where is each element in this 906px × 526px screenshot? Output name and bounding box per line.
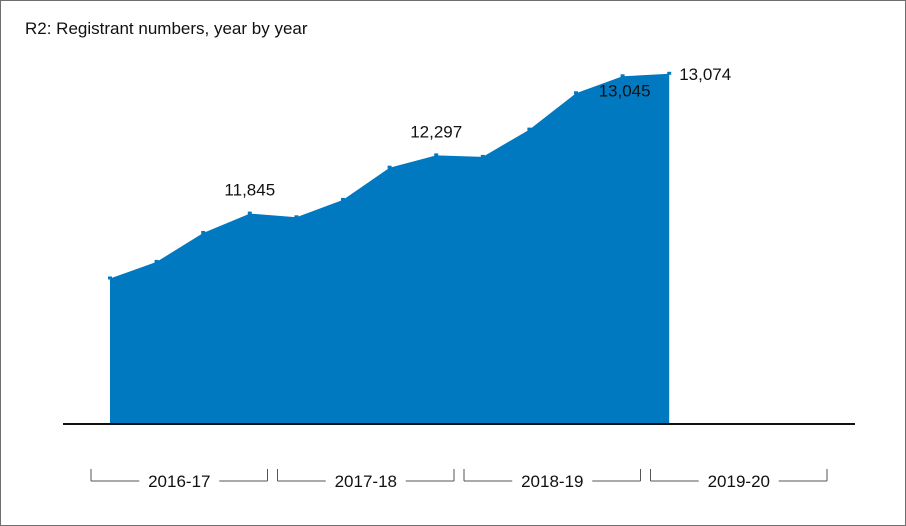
data-point-4: [294, 215, 299, 219]
data-point-10: [574, 91, 578, 95]
x-group-label: 2017-18: [335, 472, 397, 491]
x-group-label: 2016-17: [148, 472, 210, 491]
data-label: 13,045: [599, 81, 651, 100]
data-point-11: [620, 74, 625, 78]
data-point-12: [667, 71, 672, 75]
data-point-7: [434, 153, 439, 157]
x-group-label: 2019-20: [708, 472, 770, 491]
data-point-1: [154, 259, 159, 263]
data-point-2: [201, 231, 206, 234]
x-group-label: 2018-19: [521, 472, 583, 491]
data-point-0: [108, 276, 112, 280]
data-point-8: [480, 154, 485, 158]
data-point-6: [387, 165, 392, 169]
data-label: 11,845: [224, 181, 275, 200]
area-series: [110, 73, 670, 425]
data-point-9: [527, 127, 532, 131]
data-label: 13,074: [679, 65, 731, 84]
data-point-3: [247, 211, 252, 215]
chart-title: R2: Registrant numbers, year by year: [25, 19, 308, 38]
data-point-5: [341, 197, 345, 201]
data-label: 12,297: [410, 122, 462, 141]
